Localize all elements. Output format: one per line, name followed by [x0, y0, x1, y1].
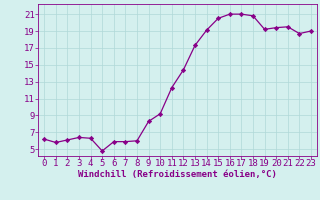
X-axis label: Windchill (Refroidissement éolien,°C): Windchill (Refroidissement éolien,°C)	[78, 170, 277, 179]
